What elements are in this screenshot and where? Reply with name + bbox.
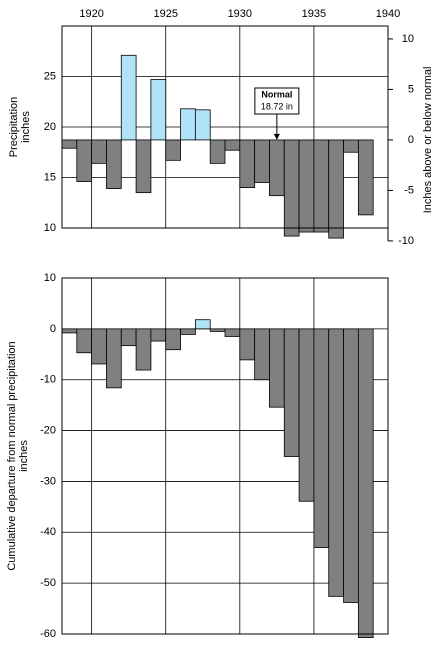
bar — [135, 328, 152, 371]
bar — [313, 328, 330, 548]
bar — [239, 328, 256, 361]
y-tick-label: -40 — [40, 526, 56, 538]
x-tick-label: 1930 — [228, 8, 252, 20]
y-tick-label: -30 — [40, 475, 56, 487]
bar — [224, 139, 241, 151]
bar — [283, 139, 300, 237]
bar — [209, 139, 226, 164]
y-tick-label: 25 — [44, 70, 56, 82]
bar — [313, 139, 330, 233]
bar — [254, 139, 270, 183]
x-tick-label: 1925 — [153, 8, 177, 20]
bar — [269, 139, 285, 197]
annotation-text: Normal — [261, 89, 292, 99]
annotation-arrowhead — [273, 133, 280, 140]
y2-tick-label: -10 — [398, 235, 414, 247]
bar — [91, 139, 107, 164]
bar — [209, 328, 226, 332]
annotation-text: 18.72 in — [261, 101, 293, 111]
y-axis-label: inches — [20, 111, 32, 143]
y-tick-label: 20 — [44, 121, 56, 133]
y-axis-label: inches — [18, 440, 30, 472]
y-tick-label: -20 — [40, 424, 56, 436]
y-axis-label: Cumulative departure from normal precipi… — [6, 341, 18, 570]
y-tick-label: 10 — [44, 272, 56, 284]
bar — [357, 328, 374, 638]
bar — [120, 54, 137, 141]
y2-tick-label: -5 — [404, 184, 414, 196]
bar — [298, 328, 315, 502]
bar — [61, 328, 78, 334]
y-tick-label: -10 — [40, 374, 56, 386]
bar — [106, 328, 122, 389]
bar — [343, 328, 359, 603]
bar — [283, 328, 300, 457]
bar — [76, 328, 93, 354]
bar — [194, 109, 211, 141]
y-tick-label: 10 — [44, 222, 56, 234]
bar — [298, 139, 315, 233]
bar — [165, 328, 181, 351]
bar — [328, 328, 344, 597]
bar — [106, 139, 122, 190]
y2-tick-label: 0 — [408, 134, 414, 146]
bar — [180, 328, 196, 335]
x-tick-label: 1935 — [302, 8, 326, 20]
bar — [194, 319, 211, 330]
y2-tick-label: 10 — [402, 33, 414, 45]
y-tick-label: -50 — [40, 577, 56, 589]
y-axis-label: Precipitation — [8, 97, 20, 158]
plot-frame — [61, 277, 389, 635]
bar — [269, 328, 285, 408]
y2-axis-label: Inches above or below normal — [422, 67, 434, 214]
y-tick-label: -60 — [40, 628, 56, 640]
bar — [328, 139, 344, 239]
bar — [224, 328, 241, 337]
y2-tick-label: 5 — [408, 83, 414, 95]
bar — [180, 108, 196, 141]
bar — [135, 139, 152, 194]
bar — [120, 328, 137, 347]
bar — [91, 328, 107, 365]
x-tick-label: 1940 — [376, 8, 400, 20]
bar — [61, 139, 78, 149]
y-tick-label: 15 — [44, 171, 56, 183]
bar — [343, 139, 359, 153]
bar — [239, 139, 256, 188]
annotation-box — [254, 87, 300, 115]
bar — [150, 79, 167, 141]
bar — [76, 139, 93, 182]
bar — [254, 328, 270, 381]
bar — [150, 328, 167, 342]
x-tick-label: 1920 — [79, 8, 103, 20]
bar — [165, 139, 181, 161]
bar — [357, 139, 374, 216]
y-tick-label: 0 — [50, 323, 56, 335]
